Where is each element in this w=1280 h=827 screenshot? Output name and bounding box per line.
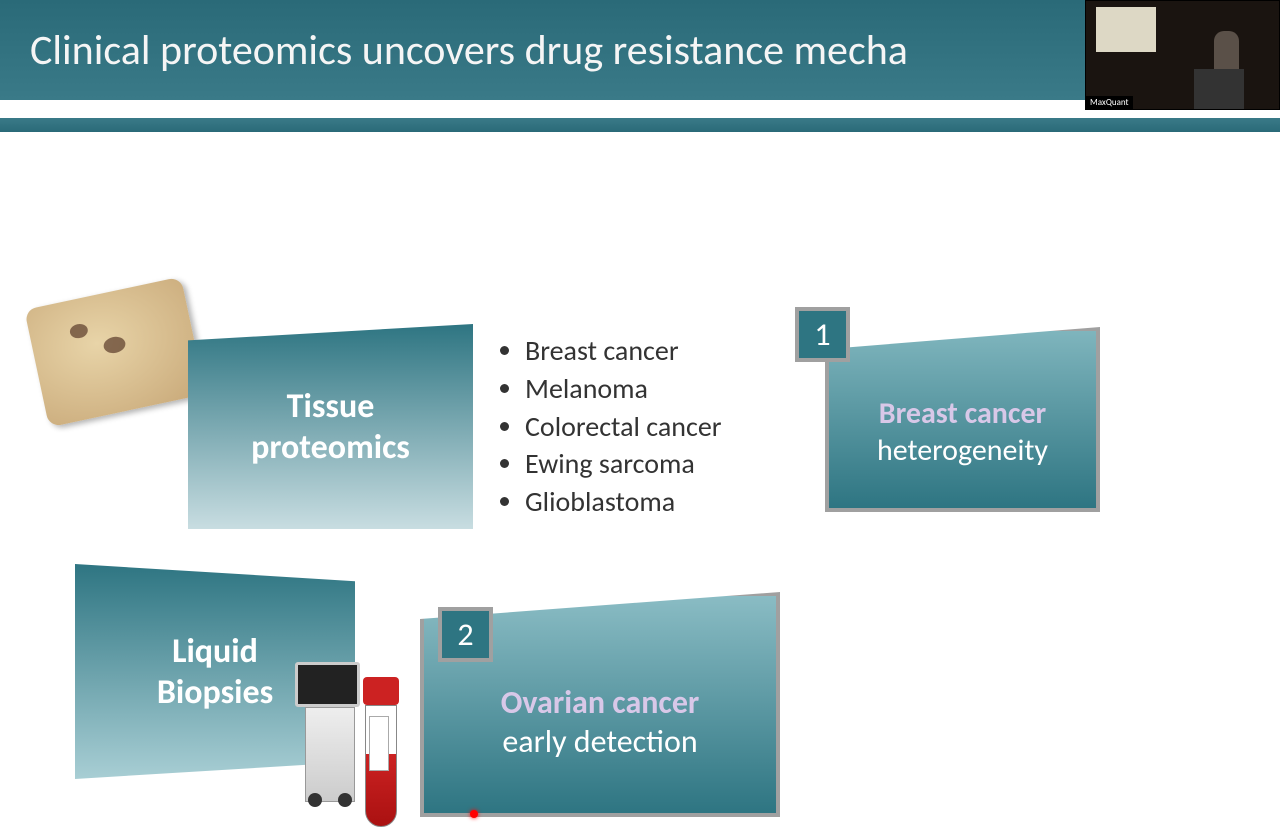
tissue-box-line2: proteomics bbox=[251, 427, 410, 468]
badge-2: 2 bbox=[438, 607, 493, 662]
ovarian-box-line1: Ovarian cancer bbox=[501, 683, 700, 722]
breast-box-line1: Breast cancer bbox=[879, 395, 1046, 432]
pip-projection-icon bbox=[1096, 7, 1156, 52]
liquid-box-line2: Biopsies bbox=[157, 672, 273, 713]
list-item: Ewing sarcoma bbox=[525, 445, 722, 483]
ovarian-box-line2: early detection bbox=[502, 722, 697, 761]
accent-bar bbox=[0, 118, 1280, 132]
presenter-video-pip: MaxQuant bbox=[1085, 0, 1280, 110]
breast-cancer-box: Breast cancer heterogeneity bbox=[825, 327, 1100, 512]
cancer-type-list: Breast cancer Melanoma Colorectal cancer… bbox=[500, 332, 722, 521]
list-item: Glioblastoma bbox=[525, 483, 722, 521]
liquid-box-line1: Liquid bbox=[172, 631, 258, 672]
slide-title: Clinical proteomics uncovers drug resist… bbox=[30, 25, 908, 76]
tissue-box-line1: Tissue bbox=[287, 386, 375, 427]
list-item: Breast cancer bbox=[525, 332, 722, 370]
pip-podium-icon bbox=[1194, 69, 1244, 109]
laser-pointer-icon bbox=[470, 810, 478, 818]
tissue-proteomics-box: Tissue proteomics bbox=[188, 324, 473, 529]
tissue-sample-icon bbox=[24, 277, 205, 428]
list-item: Colorectal cancer bbox=[525, 408, 722, 446]
pip-label: MaxQuant bbox=[1086, 96, 1133, 109]
list-item: Melanoma bbox=[525, 370, 722, 408]
breast-box-line2: heterogeneity bbox=[877, 432, 1048, 469]
badge-1: 1 bbox=[795, 307, 850, 362]
blood-tube-icon bbox=[365, 677, 397, 827]
